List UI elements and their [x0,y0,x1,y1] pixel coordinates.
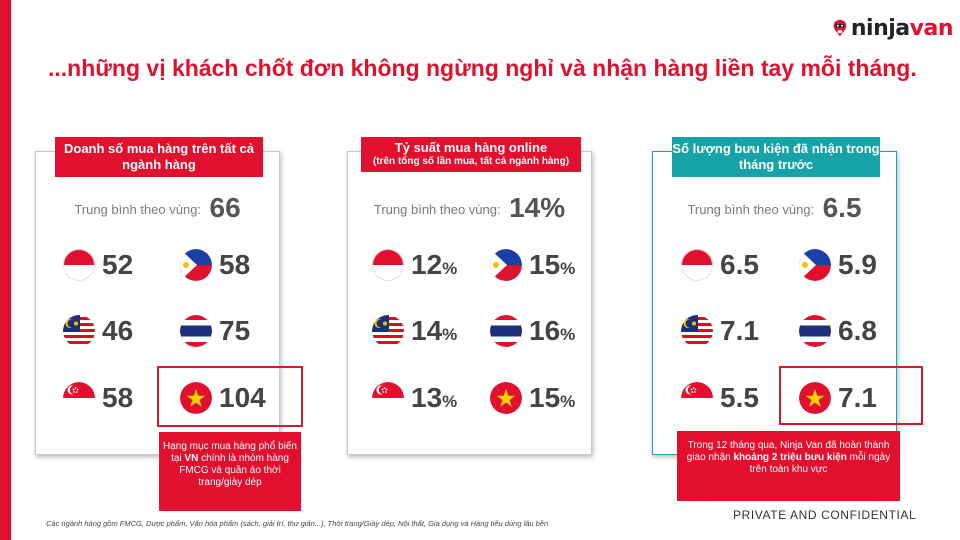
stat-malaysia: 7.1 [681,311,759,351]
stat-value: 12 [411,249,443,280]
stat-philippines: 5.9 [799,245,877,285]
singapore-flag-icon [63,382,95,414]
percent-sign: % [560,392,576,411]
stat-value: 104 [219,382,266,413]
regional-average: Trung bình theo vùng: 66 [36,192,279,224]
note-text: chính là nhóm hàng FMCG và quần áo thời … [179,453,289,488]
avg-label: Trung bình theo vùng: [74,202,202,217]
vietnam-flag-icon [490,382,522,414]
singapore-flag-icon [681,382,713,414]
thailand-flag-icon [490,315,522,347]
page-title: ...những vị khách chốt đơn không ngừng n… [48,55,917,81]
online-share-panel: Tỷ suất mua hàng online (trên tổng số lầ… [347,137,592,455]
stat-value: 46 [102,315,134,346]
stat-thailand: 16% [490,311,575,351]
logo-wordmark: ninjavan [850,15,954,41]
stat-thailand: 6.8 [799,311,877,351]
malaysia-flag-icon [63,315,95,347]
stat-thailand: 75 [180,311,250,351]
malaysia-flag-icon [372,315,404,347]
note-text: mỗi ngày trên toàn khu vực [749,452,891,475]
indonesia-flag-icon [681,249,713,281]
stat-value: 6.5 [720,249,759,280]
stat-value: 52 [102,249,134,280]
note-text: Trong 12 tháng qua, Ninja Van đã hoàn th… [686,440,890,463]
percent-sign: % [560,259,576,278]
percent-sign: % [442,392,458,411]
indonesia-flag-icon [372,249,404,281]
parcels-note-callout: Trong 12 tháng qua, Ninja Van đã hoàn th… [677,431,900,501]
stat-value: 15 [529,249,561,280]
philippines-flag-icon [799,249,831,281]
stat-vietnam: 15% [490,378,575,418]
stat-vietnam: 7.1 [799,378,877,418]
note-text: Hạng mục mua hàng phổ biến tại [163,441,297,464]
percent-sign: % [442,325,458,344]
avg-value: 6.5 [822,192,862,223]
stat-value: 14 [411,315,443,346]
thailand-flag-icon [180,315,212,347]
vietnam-highlight-box [779,366,923,425]
stat-value: 15 [529,382,561,413]
stat-singapore: 58 [63,378,133,418]
stat-value: 5.5 [720,382,759,413]
stat-indonesia: 12% [372,245,457,285]
panel-header: Doanh số mua hàng trên tất cả ngành hàng [55,137,263,177]
thailand-flag-icon [799,315,831,347]
stat-value: 6.8 [838,315,877,346]
stat-vietnam: 104 [180,378,266,418]
confidential-label: PRIVATE AND CONFIDENTIAL [733,508,917,522]
stat-singapore: 13% [372,378,457,418]
logo-wordmark-part2: van [909,15,954,41]
stat-value: 5.9 [838,249,877,280]
stat-indonesia: 6.5 [681,245,759,285]
ninja-mascot-icon [833,19,847,37]
stat-value: 7.1 [720,315,759,346]
stat-value: 58 [102,382,134,413]
stat-philippines: 58 [180,245,250,285]
singapore-flag-icon [372,382,404,414]
stat-value: 7.1 [838,382,877,413]
panel-header: Tỷ suất mua hàng online (trên tổng số lầ… [361,137,581,172]
malaysia-flag-icon [681,315,713,347]
panel-header-subtitle: (trên tổng số lần mua, tất cả ngành hàng… [372,156,570,167]
stat-philippines: 15% [490,245,575,285]
stat-value: 13 [411,382,443,413]
accent-side-bar [0,0,11,540]
percent-sign: % [442,259,458,278]
stat-malaysia: 14% [372,311,457,351]
stat-indonesia: 52 [63,245,133,285]
philippines-flag-icon [180,249,212,281]
avg-label: Trung bình theo vùng: [373,202,501,217]
footnote: Các ngành hàng gồm FMCG, Dược phẩm, Văn … [46,519,549,528]
note-bold-text: khoảng 2 triệu bưu kiện [733,452,847,463]
vietnam-highlight-box [157,366,303,427]
ninjavan-logo: ninjavan [833,8,954,48]
stat-value: 16 [529,315,561,346]
philippines-flag-icon [490,249,522,281]
panel-header: Số lượng bưu kiện đã nhận trong tháng tr… [672,137,880,177]
note-bold-text: VN [184,453,199,464]
regional-average: Trung bình theo vùng: 6.5 [653,192,896,224]
indonesia-flag-icon [63,249,95,281]
logo-wordmark-part1: ninja [850,15,910,41]
vietnam-note-callout: Hạng mục mua hàng phổ biến tại VN chính … [159,432,301,511]
avg-value: 14% [509,192,566,223]
stat-singapore: 5.5 [681,378,759,418]
stat-value: 75 [219,315,251,346]
avg-label: Trung bình theo vùng: [687,202,815,217]
stat-value: 58 [219,249,251,280]
panel-header-title: Tỷ suất mua hàng online [394,140,548,155]
stat-malaysia: 46 [63,311,133,351]
avg-value: 66 [209,192,241,223]
regional-average: Trung bình theo vùng: 14% [348,192,591,224]
percent-sign: % [560,325,576,344]
